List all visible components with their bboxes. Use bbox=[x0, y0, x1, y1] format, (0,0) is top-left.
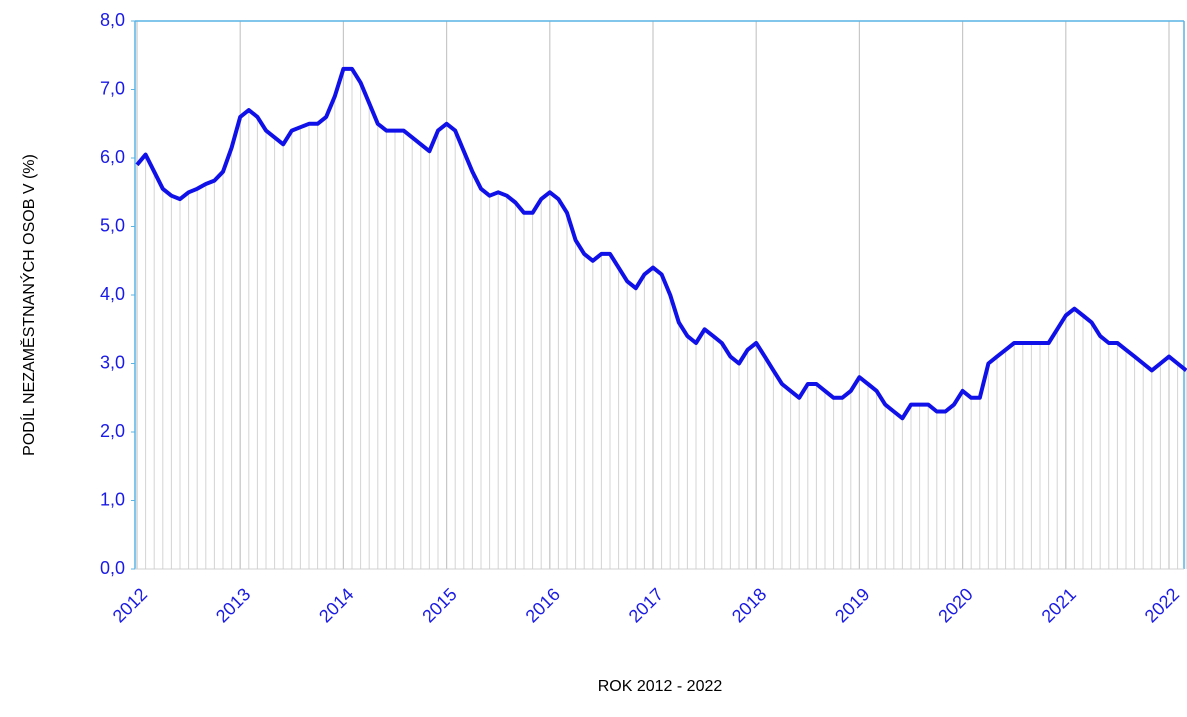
y-tick-label: 7,0 bbox=[100, 78, 125, 98]
y-axis-title: PODÍL NEZAMĚSTNANÝCH OSOB V (%) bbox=[19, 154, 38, 456]
x-tick-label: 2015 bbox=[418, 584, 460, 626]
x-axis-title: ROK 2012 - 2022 bbox=[598, 678, 723, 695]
x-tick-label: 2019 bbox=[831, 584, 873, 626]
y-tick-label: 4,0 bbox=[100, 284, 125, 304]
x-tick-label: 2013 bbox=[212, 584, 254, 626]
y-tick-label: 1,0 bbox=[100, 489, 125, 509]
y-tick-label: 8,0 bbox=[100, 10, 125, 30]
x-tick-label: 2022 bbox=[1141, 584, 1183, 626]
x-tick-label: 2016 bbox=[522, 584, 564, 626]
y-tick-label: 0,0 bbox=[100, 558, 125, 578]
x-tick-label: 2020 bbox=[934, 584, 976, 626]
x-tick-label: 2014 bbox=[315, 584, 357, 626]
x-tick-label: 2012 bbox=[109, 584, 151, 626]
y-tick-label: 6,0 bbox=[100, 147, 125, 167]
x-tick-label: 2018 bbox=[728, 584, 770, 626]
y-tick-label: 5,0 bbox=[100, 215, 125, 235]
y-tick-label: 2,0 bbox=[100, 421, 125, 441]
x-tick-label: 2017 bbox=[625, 584, 667, 626]
x-tick-label: 2021 bbox=[1038, 584, 1080, 626]
y-tick-label: 3,0 bbox=[100, 352, 125, 372]
data-line bbox=[135, 66, 1187, 421]
